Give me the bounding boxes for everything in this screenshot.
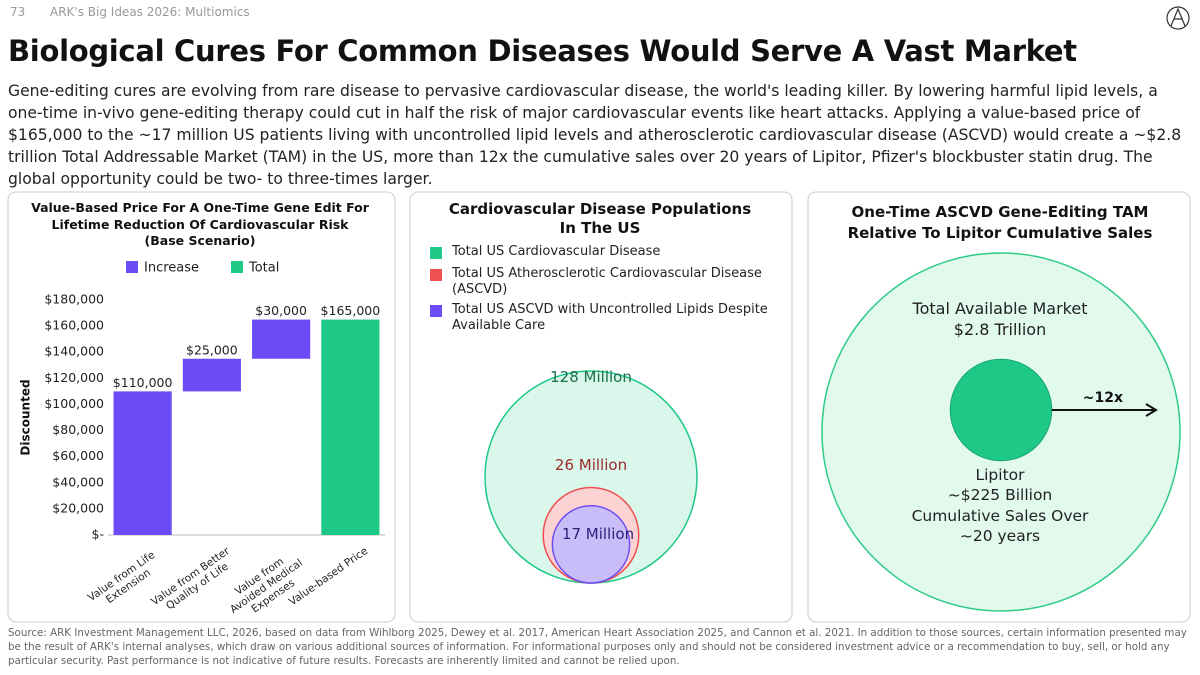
legend-swatch (126, 261, 138, 273)
y-tick-label: $20,000 (52, 500, 104, 515)
slide-title: Biological Cures For Common Diseases Wou… (8, 34, 1077, 68)
legend-label: Increase (144, 261, 199, 276)
value-label: $30,000 (255, 303, 307, 318)
y-tick-label: $120,000 (44, 370, 104, 385)
slide-body: Gene-editing cures are evolving from rar… (8, 82, 1182, 188)
source-note: Source: ARK Investment Management LLC, 2… (8, 627, 1187, 667)
value-label: $25,000 (186, 342, 238, 357)
bar (321, 319, 380, 535)
y-tick-label: $60,000 (52, 448, 104, 463)
market-circle (949, 358, 1053, 462)
bar (182, 358, 241, 392)
legend-label: Total US Cardiovascular Disease (452, 244, 661, 259)
legend-swatch (430, 269, 442, 281)
category-label: Lipitor (975, 466, 1025, 484)
category-label: Total Available Market (912, 299, 1088, 318)
legend-swatch (231, 261, 243, 273)
legend-label: Total US ASCVD with Uncontrolled Lipids … (452, 302, 768, 333)
legend-swatch (430, 305, 442, 317)
value-label: $110,000 (113, 375, 173, 390)
y-tick-label: $100,000 (44, 396, 104, 411)
ratio-label: ~12x (1083, 390, 1123, 406)
panel (7, 191, 396, 623)
value-label: 17 Million (561, 525, 635, 544)
panel (807, 191, 1191, 623)
annotation: Cumulative Sales Over ~20 years (911, 507, 1089, 545)
logo (1166, 6, 1190, 30)
population-circle (551, 504, 631, 584)
y-tick-label: $160,000 (44, 318, 104, 333)
value-label: $165,000 (321, 303, 381, 318)
y-tick-label: $- (92, 527, 104, 542)
y-tick-label: $180,000 (44, 292, 104, 307)
legend-label: Total US Atherosclerotic Cardiovascular … (452, 266, 762, 297)
panel (409, 191, 793, 623)
chart-title: Cardiovascular Disease Populations In Th… (448, 200, 752, 237)
chart-title: One-Time ASCVD Gene-Editing TAM Relative… (847, 203, 1153, 242)
legend-label: Total (248, 261, 279, 276)
logo-mark (1170, 7, 1186, 27)
value-label: ~$225 Billion (947, 486, 1053, 504)
y-tick-label: $40,000 (52, 474, 104, 489)
value-label: $2.8 Trillion (953, 320, 1047, 339)
page-number: 73 (10, 5, 26, 19)
y-tick-label: $80,000 (52, 422, 104, 437)
value-label: 128 Million (550, 368, 632, 386)
bar (113, 391, 172, 535)
deck-name: ARK's Big Ideas 2026: Multiomics (50, 5, 250, 19)
bar (252, 319, 311, 359)
legend-swatch (430, 247, 442, 259)
arrow-head (1145, 403, 1158, 417)
y-tick-label: $140,000 (44, 344, 104, 359)
chart-title: Value-Based Price For A One-Time Gene Ed… (31, 200, 369, 248)
y-axis-label: Discounted (19, 379, 33, 455)
value-label: 26 Million (554, 456, 628, 474)
